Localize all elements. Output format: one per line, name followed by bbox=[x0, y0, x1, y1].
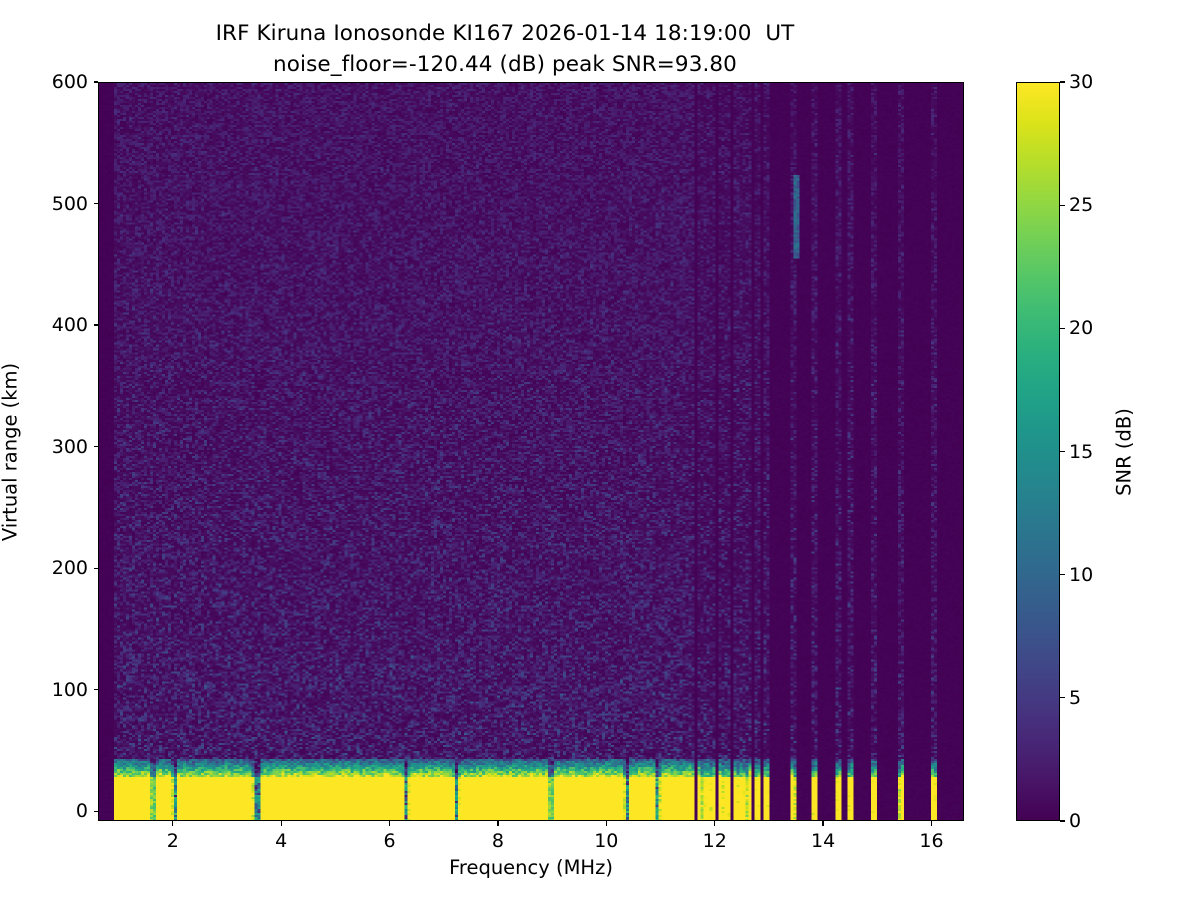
x-tick-label: 14 bbox=[811, 830, 836, 852]
y-tick-label: 400 bbox=[51, 314, 88, 337]
colorbar-tick-mark bbox=[1060, 574, 1065, 576]
title-line-2: noise_floor=-120.44 (dB) peak SNR=93.80 bbox=[273, 52, 737, 77]
x-axis-title: Frequency (MHz) bbox=[449, 856, 613, 879]
colorbar-tick-label: 20 bbox=[1069, 317, 1094, 340]
colorbar-tick-mark bbox=[1060, 450, 1065, 453]
colorbar-tick-mark bbox=[1060, 327, 1065, 329]
x-tick-mark bbox=[822, 821, 824, 826]
y-tick-mark bbox=[93, 445, 98, 448]
x-tick-label: 10 bbox=[594, 830, 619, 852]
x-tick-mark bbox=[605, 821, 607, 826]
colorbar[interactable] bbox=[1016, 82, 1060, 821]
colorbar-tick-label: 15 bbox=[1069, 440, 1094, 463]
colorbar-tick-label: 10 bbox=[1069, 563, 1094, 586]
colorbar-tick-label: 5 bbox=[1069, 686, 1082, 709]
y-tick-mark bbox=[93, 81, 98, 83]
x-tick-mark bbox=[172, 821, 174, 826]
x-tick-label: 2 bbox=[166, 830, 179, 852]
x-tick-label: 6 bbox=[383, 830, 396, 852]
colorbar-tick-mark bbox=[1060, 820, 1065, 822]
y-tick-label: 300 bbox=[51, 435, 88, 458]
colorbar-tick-mark bbox=[1060, 81, 1065, 83]
colorbar-tick-mark bbox=[1060, 697, 1065, 699]
y-tick-label: 500 bbox=[51, 192, 88, 215]
y-tick-mark bbox=[93, 324, 98, 326]
ionogram-axes[interactable] bbox=[98, 82, 964, 821]
x-tick-label: 16 bbox=[919, 830, 944, 852]
colorbar-tick-label: 30 bbox=[1069, 71, 1094, 93]
y-tick-label: 200 bbox=[51, 557, 88, 580]
x-tick-mark bbox=[388, 821, 391, 826]
colorbar-tick-label: 0 bbox=[1069, 810, 1082, 832]
colorbar-tick-label: 25 bbox=[1069, 194, 1094, 217]
colorbar-gradient bbox=[1017, 83, 1059, 820]
y-tick-mark bbox=[93, 689, 98, 691]
x-tick-mark bbox=[930, 821, 933, 826]
x-tick-mark bbox=[497, 821, 499, 826]
y-tick-mark bbox=[93, 202, 98, 205]
x-tick-label: 4 bbox=[275, 830, 288, 852]
figure-title: IRF Kiruna Ionosonde KI167 2026-01-14 18… bbox=[0, 18, 1010, 80]
x-tick-label: 12 bbox=[702, 830, 727, 852]
ionogram-heatmap[interactable] bbox=[99, 83, 963, 820]
y-tick-label: 100 bbox=[51, 678, 88, 701]
y-tick-label: 600 bbox=[51, 71, 88, 93]
y-axis-title: Virtual range (km) bbox=[0, 362, 22, 542]
x-tick-label: 8 bbox=[491, 830, 504, 852]
colorbar-tick-mark bbox=[1060, 204, 1065, 206]
y-tick-mark bbox=[93, 567, 98, 569]
y-tick-mark bbox=[93, 810, 98, 812]
colorbar-title: SNR (dB) bbox=[1112, 408, 1136, 496]
title-line-1: IRF Kiruna Ionosonde KI167 2026-01-14 18… bbox=[215, 21, 795, 46]
x-tick-mark bbox=[714, 821, 716, 826]
y-tick-label: 0 bbox=[75, 800, 88, 823]
x-tick-mark bbox=[280, 821, 282, 826]
